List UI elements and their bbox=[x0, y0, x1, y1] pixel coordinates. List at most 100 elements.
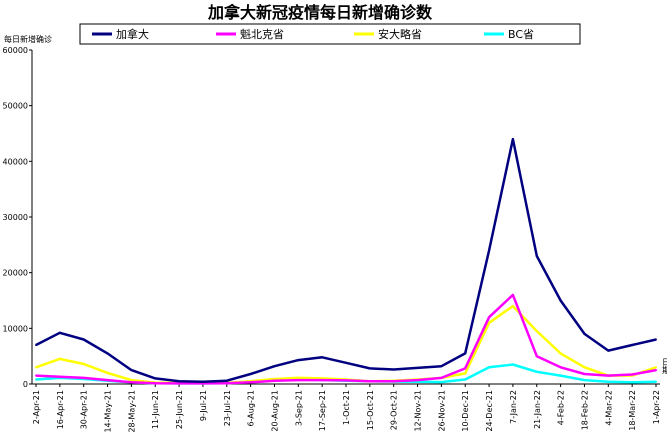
data-point bbox=[607, 349, 610, 352]
data-point bbox=[488, 316, 491, 319]
data-point bbox=[35, 378, 37, 381]
data-point bbox=[178, 382, 181, 385]
data-point bbox=[345, 361, 347, 364]
chart-title: 加拿大新冠疫情每日新增确诊数 bbox=[207, 3, 433, 22]
y-tick-label: 40000 bbox=[3, 157, 28, 166]
x-tick-label: 1-Oct-21 bbox=[342, 390, 351, 425]
x-tick-label: 17-Sep-21 bbox=[318, 390, 327, 431]
x-tick-label: 20-Aug-21 bbox=[270, 390, 279, 432]
data-point bbox=[249, 372, 252, 375]
data-point bbox=[559, 299, 562, 302]
data-point bbox=[559, 366, 562, 369]
x-tick-label: 12-Nov-21 bbox=[414, 390, 423, 432]
data-point bbox=[392, 380, 395, 383]
x-tick-label: 14-May-21 bbox=[104, 390, 113, 433]
series-line-2 bbox=[35, 304, 657, 385]
data-point bbox=[511, 363, 514, 366]
data-point bbox=[249, 381, 252, 384]
x-tick-label: 10-Dec-21 bbox=[461, 390, 470, 432]
x-tick-label: 4-Mar-22 bbox=[604, 390, 613, 426]
x-tick-label: 18-Feb-22 bbox=[580, 390, 589, 430]
legend-label: 加拿大 bbox=[116, 27, 149, 41]
data-point bbox=[607, 374, 610, 377]
data-point bbox=[416, 379, 419, 382]
data-point bbox=[655, 338, 657, 341]
data-point bbox=[82, 376, 85, 379]
data-point bbox=[440, 381, 443, 384]
x-tick-label: 21-Jan-22 bbox=[533, 390, 542, 429]
data-point bbox=[583, 379, 586, 382]
x-tick-label: 30-Apr-21 bbox=[80, 390, 89, 429]
data-point bbox=[106, 371, 109, 374]
data-point bbox=[273, 379, 276, 382]
legend-box bbox=[79, 23, 581, 45]
x-tick-label: 16-Apr-21 bbox=[56, 390, 65, 429]
data-point bbox=[35, 344, 37, 347]
data-point bbox=[345, 379, 347, 382]
y-tick-label: 0 bbox=[23, 380, 28, 389]
x-tick-label: 18-Mar-22 bbox=[628, 390, 637, 431]
x-tick-label: 3-Sep-21 bbox=[294, 390, 303, 426]
data-point bbox=[464, 378, 467, 381]
data-point bbox=[583, 332, 586, 335]
data-point bbox=[297, 359, 300, 362]
data-point bbox=[416, 366, 419, 369]
axes bbox=[31, 50, 660, 385]
data-point bbox=[154, 382, 157, 385]
y-tick-label: 20000 bbox=[3, 269, 28, 278]
y-tick-label: 10000 bbox=[3, 324, 28, 333]
data-point bbox=[655, 369, 657, 372]
y-tick-label: 50000 bbox=[3, 102, 28, 111]
data-point bbox=[559, 352, 562, 355]
legend: 加拿大 魁北克省 安大略省 BC省 bbox=[79, 23, 581, 45]
data-point bbox=[321, 379, 324, 382]
legend-label: 魁北克省 bbox=[240, 27, 284, 41]
data-point bbox=[440, 365, 443, 368]
x-tick-label: 9-Jul-21 bbox=[199, 390, 208, 421]
x-tick-label: 7-Jan-22 bbox=[509, 390, 518, 424]
data-point bbox=[82, 362, 85, 365]
data-point bbox=[130, 381, 133, 384]
data-point bbox=[464, 352, 467, 355]
x-tick-label: 2-Apr-21 bbox=[32, 390, 41, 424]
data-point bbox=[58, 357, 61, 360]
data-point bbox=[297, 379, 300, 382]
data-point bbox=[655, 366, 657, 369]
x-tick-label: 4-Feb-22 bbox=[557, 390, 566, 425]
data-point bbox=[511, 293, 514, 296]
data-point bbox=[511, 305, 514, 308]
data-point bbox=[511, 138, 514, 141]
x-tick-label: 25-Jun-21 bbox=[175, 390, 184, 429]
data-point bbox=[655, 380, 657, 383]
x-axis-label: 日期 bbox=[662, 358, 667, 375]
data-point bbox=[535, 330, 538, 333]
x-tick-label: 26-Nov-21 bbox=[437, 390, 446, 432]
x-tick-label: 6-Aug-21 bbox=[247, 390, 256, 427]
data-point bbox=[130, 379, 133, 382]
y-axis-label: 每日新增确诊 bbox=[4, 34, 52, 44]
data-point bbox=[368, 380, 371, 383]
data-point bbox=[631, 381, 634, 384]
x-ticks: 2-Apr-21 16-Apr-21 30-Apr-21 14-May-21 28-Ma… bbox=[32, 384, 661, 433]
data-point bbox=[154, 377, 157, 380]
y-tick-label: 30000 bbox=[3, 213, 28, 222]
data-point bbox=[35, 366, 37, 369]
x-tick-label: 23-Jul-21 bbox=[223, 390, 232, 426]
data-point bbox=[535, 254, 538, 257]
legend-label: 安大略省 bbox=[378, 27, 422, 41]
x-tick-label: 24-Dec-21 bbox=[485, 390, 494, 432]
data-point bbox=[607, 380, 610, 383]
data-point bbox=[106, 379, 109, 382]
data-point bbox=[583, 366, 586, 369]
data-point bbox=[583, 372, 586, 375]
data-point bbox=[297, 376, 300, 379]
data-point bbox=[35, 374, 37, 377]
data-point bbox=[488, 321, 491, 324]
data-point bbox=[58, 375, 61, 378]
data-point bbox=[631, 344, 634, 347]
series-lines bbox=[35, 137, 657, 385]
data-point bbox=[178, 380, 181, 383]
data-point bbox=[225, 382, 228, 385]
series-line-1 bbox=[35, 293, 657, 385]
